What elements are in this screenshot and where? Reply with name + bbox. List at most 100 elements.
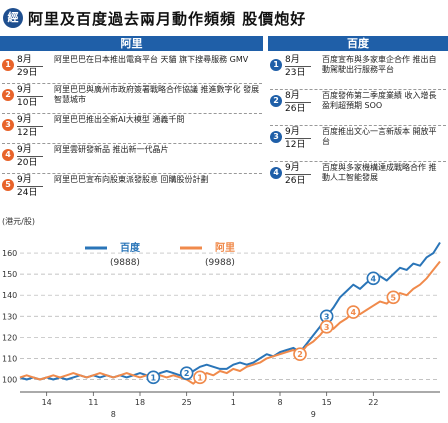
y-tick-label: 100 <box>2 375 17 384</box>
event-divider <box>2 143 262 144</box>
event-item: 1 8月 29日 阿里巴巴在日本推出電商平台 天貓 旗下搜尋服務 GMV <box>2 55 262 83</box>
event-description: 百度發佈第二季度業績 收入增長 盈利超預期 SOO <box>322 91 437 110</box>
publication-logo: 經 <box>3 8 23 28</box>
event-marker <box>146 370 161 385</box>
y-tick-label: 120 <box>2 333 17 342</box>
event-marker <box>386 290 401 305</box>
event-description: 阿里巴巴與廣州市政府簽署戰略合作協議 推進數字化 發展智慧城市 <box>54 85 260 104</box>
legend-series-code: (9888) <box>110 258 140 268</box>
event-item: 1 8月 23日 百度宣布與多家車企合作 推出自動駕駛出行服務平台 <box>270 55 446 89</box>
x-tick-label: 14 <box>42 398 52 407</box>
legend-series-name: 百度 <box>120 241 141 254</box>
event-date-day: 20日 <box>17 158 38 168</box>
event-date: 9月 24日 <box>17 175 51 198</box>
event-date-day: 23日 <box>285 68 306 78</box>
y-tick-label: 140 <box>2 291 17 300</box>
event-divider <box>2 83 262 84</box>
event-item: 5 9月 24日 阿里巴巴宣布向股東派發股息 回購股份計劃 <box>2 175 262 203</box>
y-tick-label: 130 <box>2 312 17 321</box>
event-item: 2 8月 26日 百度發佈第二季度業績 收入增長 盈利超預期 SOO <box>270 91 446 125</box>
x-month-label: 9 <box>311 410 316 419</box>
event-description: 百度與多家機構達成戰略合作 推動人工智能發展 <box>322 163 437 182</box>
event-number-badge: 2 <box>2 89 14 101</box>
x-tick-label: 15 <box>322 398 332 407</box>
y-axis-label: (港元/股) <box>2 216 35 226</box>
event-marker-label: 2 <box>184 369 190 378</box>
event-date-day: 12日 <box>17 128 38 138</box>
legend-series-code: (9988) <box>205 258 235 268</box>
event-date-month: 9月 <box>17 85 32 95</box>
event-date-day: 26日 <box>285 176 306 186</box>
y-tick-label: 110 <box>2 354 17 363</box>
x-tick-label: 25 <box>182 398 192 407</box>
event-date: 8月 29日 <box>17 55 51 78</box>
event-number-badge: 4 <box>270 167 282 179</box>
x-tick-label: 11 <box>88 398 98 407</box>
event-date-month: 8月 <box>285 55 300 65</box>
event-marker <box>293 347 307 361</box>
event-number-badge: 1 <box>270 59 282 71</box>
event-item: 4 9月 20日 阿里雲研發新品 推出新一代晶片 <box>2 145 262 173</box>
event-marker-label: 3 <box>324 312 330 321</box>
event-divider <box>270 125 446 126</box>
column-header-alibaba: 阿里 <box>0 36 263 51</box>
event-date-month: 8月 <box>285 91 300 101</box>
event-description: 阿里巴巴宣布向股東派發股息 回購股份計劃 <box>54 175 209 184</box>
event-date: 8月 23日 <box>285 55 319 78</box>
event-description: 百度推出文心一言新版本 開放平台 <box>322 127 437 146</box>
event-date-month: 8月 <box>17 55 32 65</box>
event-marker <box>346 305 361 319</box>
event-marker <box>179 366 194 380</box>
event-date: 9月 26日 <box>285 163 319 186</box>
x-tick-label: 1 <box>231 398 236 407</box>
x-tick-label: 22 <box>368 398 378 407</box>
event-item: 4 9月 26日 百度與多家機構達成戰略合作 推動人工智能發展 <box>270 163 446 197</box>
page-header: 經 阿里及百度過去兩月動作頻頻 股價炮好 <box>0 0 448 34</box>
event-date: 9月 20日 <box>17 145 51 168</box>
event-date-day: 12日 <box>285 140 306 150</box>
x-month-label: 8 <box>111 410 116 419</box>
event-marker <box>366 271 381 286</box>
event-marker-label: 4 <box>351 308 357 317</box>
event-date-month: 9月 <box>17 115 32 125</box>
event-date: 9月 12日 <box>17 115 51 138</box>
event-divider <box>2 173 262 174</box>
column-header-baidu: 百度 <box>268 36 448 51</box>
event-description: 阿里巴巴在日本推出電商平台 天貓 旗下搜尋服務 GMV <box>54 55 249 64</box>
event-date: 9月 10日 <box>17 85 51 108</box>
event-date-day: 29日 <box>17 68 38 78</box>
event-marker-label: 1 <box>197 373 203 382</box>
x-tick-label: 8 <box>277 398 282 407</box>
event-divider <box>270 161 446 162</box>
event-date-month: 9月 <box>17 175 32 185</box>
event-marker-label: 3 <box>324 323 330 332</box>
event-date-day: 26日 <box>285 104 306 114</box>
event-number-badge: 5 <box>2 179 14 191</box>
x-tick-label: 18 <box>135 398 145 407</box>
event-date-month: 9月 <box>285 127 300 137</box>
event-date: 8月 26日 <box>285 91 319 114</box>
y-tick-label: 160 <box>2 249 17 258</box>
event-date-day: 24日 <box>17 188 38 198</box>
event-description: 阿里巴巴推出全新AI大模型 通義千問 <box>54 115 185 124</box>
event-item: 3 9月 12日 阿里巴巴推出全新AI大模型 通義千問 <box>2 115 262 143</box>
event-number-badge: 3 <box>2 119 14 131</box>
event-marker-label: 2 <box>297 350 303 359</box>
event-marker-label: 1 <box>151 373 157 382</box>
event-date-month: 9月 <box>17 145 32 155</box>
event-number-badge: 3 <box>270 131 282 143</box>
event-number-badge: 4 <box>2 149 14 161</box>
event-description: 阿里雲研發新品 推出新一代晶片 <box>54 145 169 154</box>
event-date: 9月 12日 <box>285 127 319 150</box>
page-title: 阿里及百度過去兩月動作頻頻 股價炮好 <box>28 10 307 28</box>
event-marker-label: 4 <box>371 274 377 283</box>
event-marker <box>193 370 207 385</box>
event-number-badge: 1 <box>2 59 14 71</box>
event-marker <box>319 320 334 334</box>
event-item: 2 9月 10日 阿里巴巴與廣州市政府簽署戰略合作協議 推進數字化 發展智慧城市 <box>2 85 262 113</box>
legend-series-name: 阿里 <box>215 242 235 254</box>
event-number-badge: 2 <box>270 95 282 107</box>
event-date-day: 10日 <box>17 98 38 108</box>
event-description: 百度宣布與多家車企合作 推出自動駕駛出行服務平台 <box>322 55 437 74</box>
